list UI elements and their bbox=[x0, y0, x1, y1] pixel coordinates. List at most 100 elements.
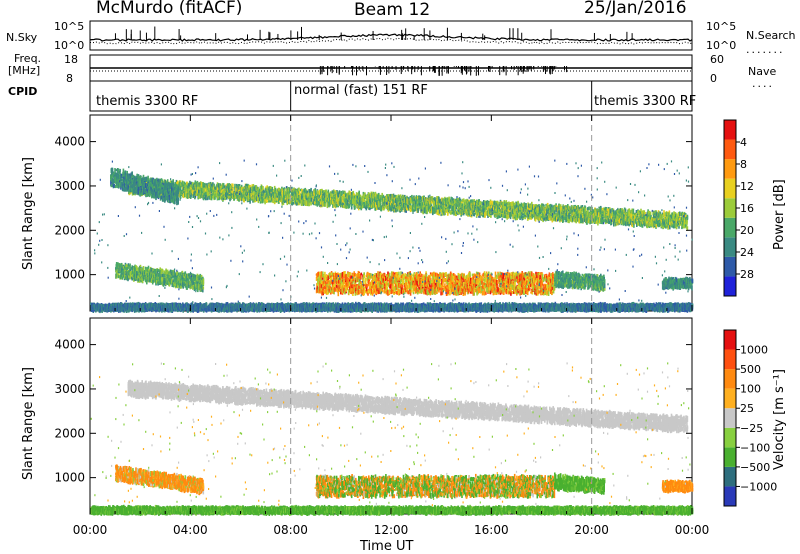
data-cell bbox=[274, 187, 277, 194]
data-cell bbox=[312, 195, 315, 201]
data-cell bbox=[249, 184, 251, 189]
data-cell bbox=[269, 195, 272, 201]
data-cell bbox=[353, 197, 356, 202]
data-cell bbox=[279, 195, 281, 201]
data-cell bbox=[370, 191, 373, 198]
data-cell bbox=[187, 183, 190, 189]
data-cell bbox=[225, 195, 228, 200]
data-cell bbox=[365, 195, 368, 199]
data-cell bbox=[255, 190, 258, 195]
data-cell bbox=[282, 187, 285, 191]
data-cell bbox=[220, 195, 222, 200]
freq-unit: [MHz] bbox=[8, 65, 40, 76]
data-cell bbox=[332, 190, 335, 196]
data-cell bbox=[183, 186, 185, 191]
data-cell bbox=[241, 193, 243, 198]
data-cell bbox=[210, 183, 213, 188]
data-cell bbox=[248, 184, 250, 189]
data-cell bbox=[319, 197, 321, 200]
data-cell bbox=[354, 204, 356, 209]
data-cell bbox=[220, 192, 222, 197]
data-cell bbox=[355, 199, 357, 203]
data-cell bbox=[359, 201, 362, 207]
data-cell bbox=[308, 201, 311, 206]
data-cell bbox=[331, 192, 333, 197]
data-cell bbox=[296, 200, 299, 203]
data-cell bbox=[304, 198, 307, 202]
data-cell bbox=[336, 191, 339, 195]
data-cell bbox=[239, 185, 241, 190]
data-cell bbox=[348, 204, 351, 207]
data-cell bbox=[263, 190, 266, 195]
data-cell bbox=[208, 183, 211, 190]
data-cell bbox=[327, 189, 330, 196]
beam-title: Beam 12 bbox=[354, 2, 430, 19]
data-cell bbox=[299, 196, 301, 203]
data-cell bbox=[220, 188, 222, 192]
nave-legend-dots: .... bbox=[752, 78, 774, 89]
data-cell bbox=[301, 200, 304, 206]
summary-panel bbox=[89, 20, 693, 112]
data-cell bbox=[172, 179, 174, 185]
nave-tick-bottom: 0 bbox=[710, 73, 717, 84]
data-cell bbox=[257, 198, 260, 204]
data-cell bbox=[271, 194, 273, 200]
data-cell bbox=[340, 190, 342, 194]
station-title: McMurdo (fitACF) bbox=[96, 0, 242, 17]
data-cell bbox=[304, 202, 307, 206]
data-cell bbox=[305, 190, 308, 194]
data-cell bbox=[240, 184, 243, 189]
data-cell bbox=[257, 187, 260, 192]
data-cell bbox=[278, 191, 281, 196]
freq-tick-top: 18 bbox=[64, 54, 78, 65]
data-cell bbox=[205, 191, 207, 196]
cpid-segment-3: themis 3300 RF bbox=[594, 95, 696, 108]
data-cell bbox=[261, 198, 264, 204]
data-cell bbox=[209, 187, 211, 191]
data-cell bbox=[264, 192, 266, 198]
data-cell bbox=[355, 194, 357, 200]
data-cell bbox=[342, 202, 345, 208]
data-cell bbox=[241, 187, 243, 193]
data-cell bbox=[346, 196, 348, 202]
data-cell bbox=[211, 196, 213, 199]
data-cell bbox=[211, 188, 213, 193]
data-cell bbox=[368, 194, 371, 198]
data-cell bbox=[351, 192, 353, 197]
data-cell bbox=[274, 194, 276, 199]
data-cell bbox=[187, 186, 190, 189]
data-cell bbox=[206, 194, 209, 201]
data-cell bbox=[331, 190, 334, 194]
data-cells bbox=[90, 159, 694, 314]
data-cell bbox=[223, 189, 226, 193]
data-cell bbox=[275, 190, 278, 195]
data-cell bbox=[368, 205, 370, 210]
data-cell bbox=[359, 194, 362, 197]
data-cell bbox=[603, 220, 605, 223]
data-cell bbox=[329, 202, 331, 205]
data-cell bbox=[296, 188, 299, 193]
data-cell bbox=[299, 191, 301, 196]
data-cell bbox=[268, 186, 271, 191]
data-cell bbox=[227, 188, 229, 194]
data-cell bbox=[337, 196, 339, 201]
data-cell bbox=[298, 194, 300, 197]
data-cell bbox=[195, 182, 197, 188]
nsky-frame bbox=[89, 20, 693, 51]
data-cell bbox=[273, 199, 276, 204]
nsky-tick-bottom: 10^0 bbox=[54, 40, 84, 51]
freq-tick-bottom: 8 bbox=[66, 73, 73, 84]
data-cell bbox=[235, 187, 238, 192]
data-cell bbox=[213, 196, 215, 201]
data-cell bbox=[169, 180, 172, 185]
data-cell bbox=[210, 194, 213, 197]
data-cell bbox=[262, 186, 264, 192]
data-cell bbox=[305, 201, 307, 204]
data-cell bbox=[296, 200, 299, 205]
data-cell bbox=[307, 198, 310, 203]
nsearch-tick-top: 10^5 bbox=[706, 21, 736, 32]
data-cell bbox=[232, 187, 234, 194]
data-cell bbox=[306, 195, 308, 201]
data-cell bbox=[243, 196, 245, 203]
data-cell bbox=[234, 183, 236, 189]
